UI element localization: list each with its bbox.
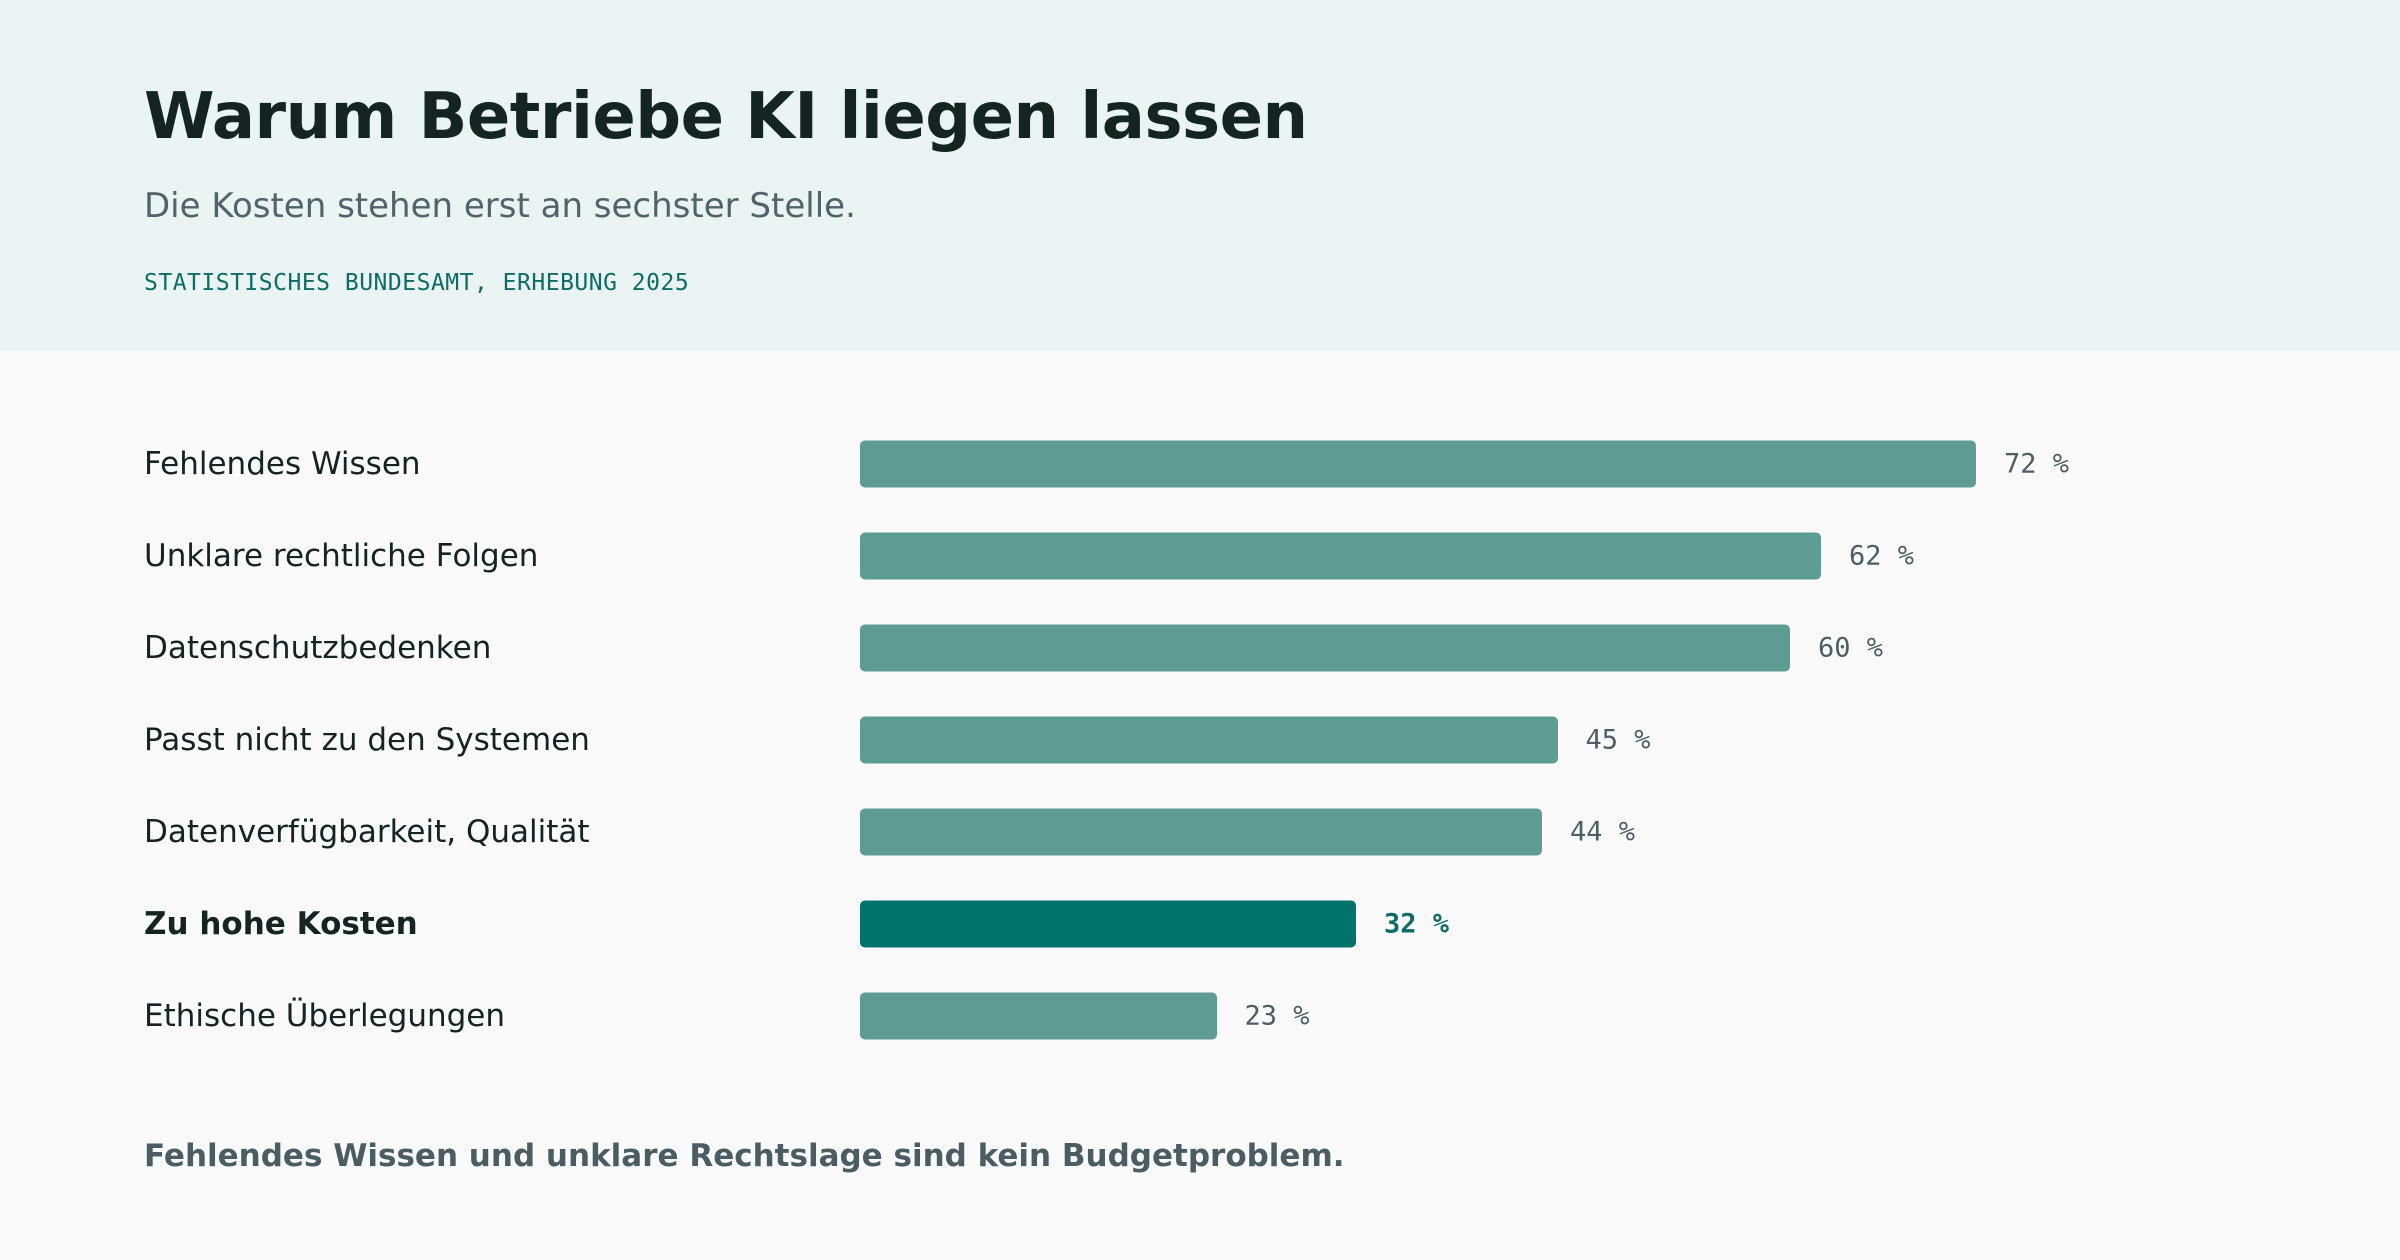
bar — [860, 900, 1356, 948]
chart-title: Warum Betriebe KI liegen lassen — [144, 80, 1308, 154]
value-label: 32 % — [1384, 908, 1450, 940]
chart-source: STATISTISCHES BUNDESAMT, ERHEBUNG 2025 — [144, 270, 690, 296]
value-label: 60 % — [1818, 632, 1884, 664]
chart-footnote: Fehlendes Wissen und unklare Rechtslage … — [144, 1138, 1345, 1174]
value-label: 44 % — [1570, 816, 1636, 848]
category-label: Datenschutzbedenken — [144, 630, 492, 666]
category-label: Unklare rechtliche Folgen — [144, 538, 539, 574]
chart-subtitle: Die Kosten stehen erst an sechster Stell… — [144, 186, 856, 226]
bar — [860, 716, 1558, 764]
bar — [860, 808, 1542, 856]
category-label: Passt nicht zu den Systemen — [144, 722, 590, 758]
value-label: 72 % — [2004, 448, 2070, 480]
value-label: 62 % — [1849, 540, 1915, 572]
bar — [860, 532, 1821, 580]
bar — [860, 992, 1217, 1040]
value-label: 45 % — [1585, 724, 1651, 756]
chart-header: Warum Betriebe KI liegen lassen Die Kost… — [0, 0, 2400, 351]
bar — [860, 624, 1790, 672]
category-label: Datenverfügbarkeit, Qualität — [144, 814, 590, 850]
value-label: 23 % — [1244, 1000, 1310, 1032]
category-label: Zu hohe Kosten — [144, 906, 418, 942]
category-label: Fehlendes Wissen — [144, 446, 421, 482]
category-label: Ethische Überlegungen — [144, 998, 506, 1034]
bar — [860, 440, 1976, 488]
